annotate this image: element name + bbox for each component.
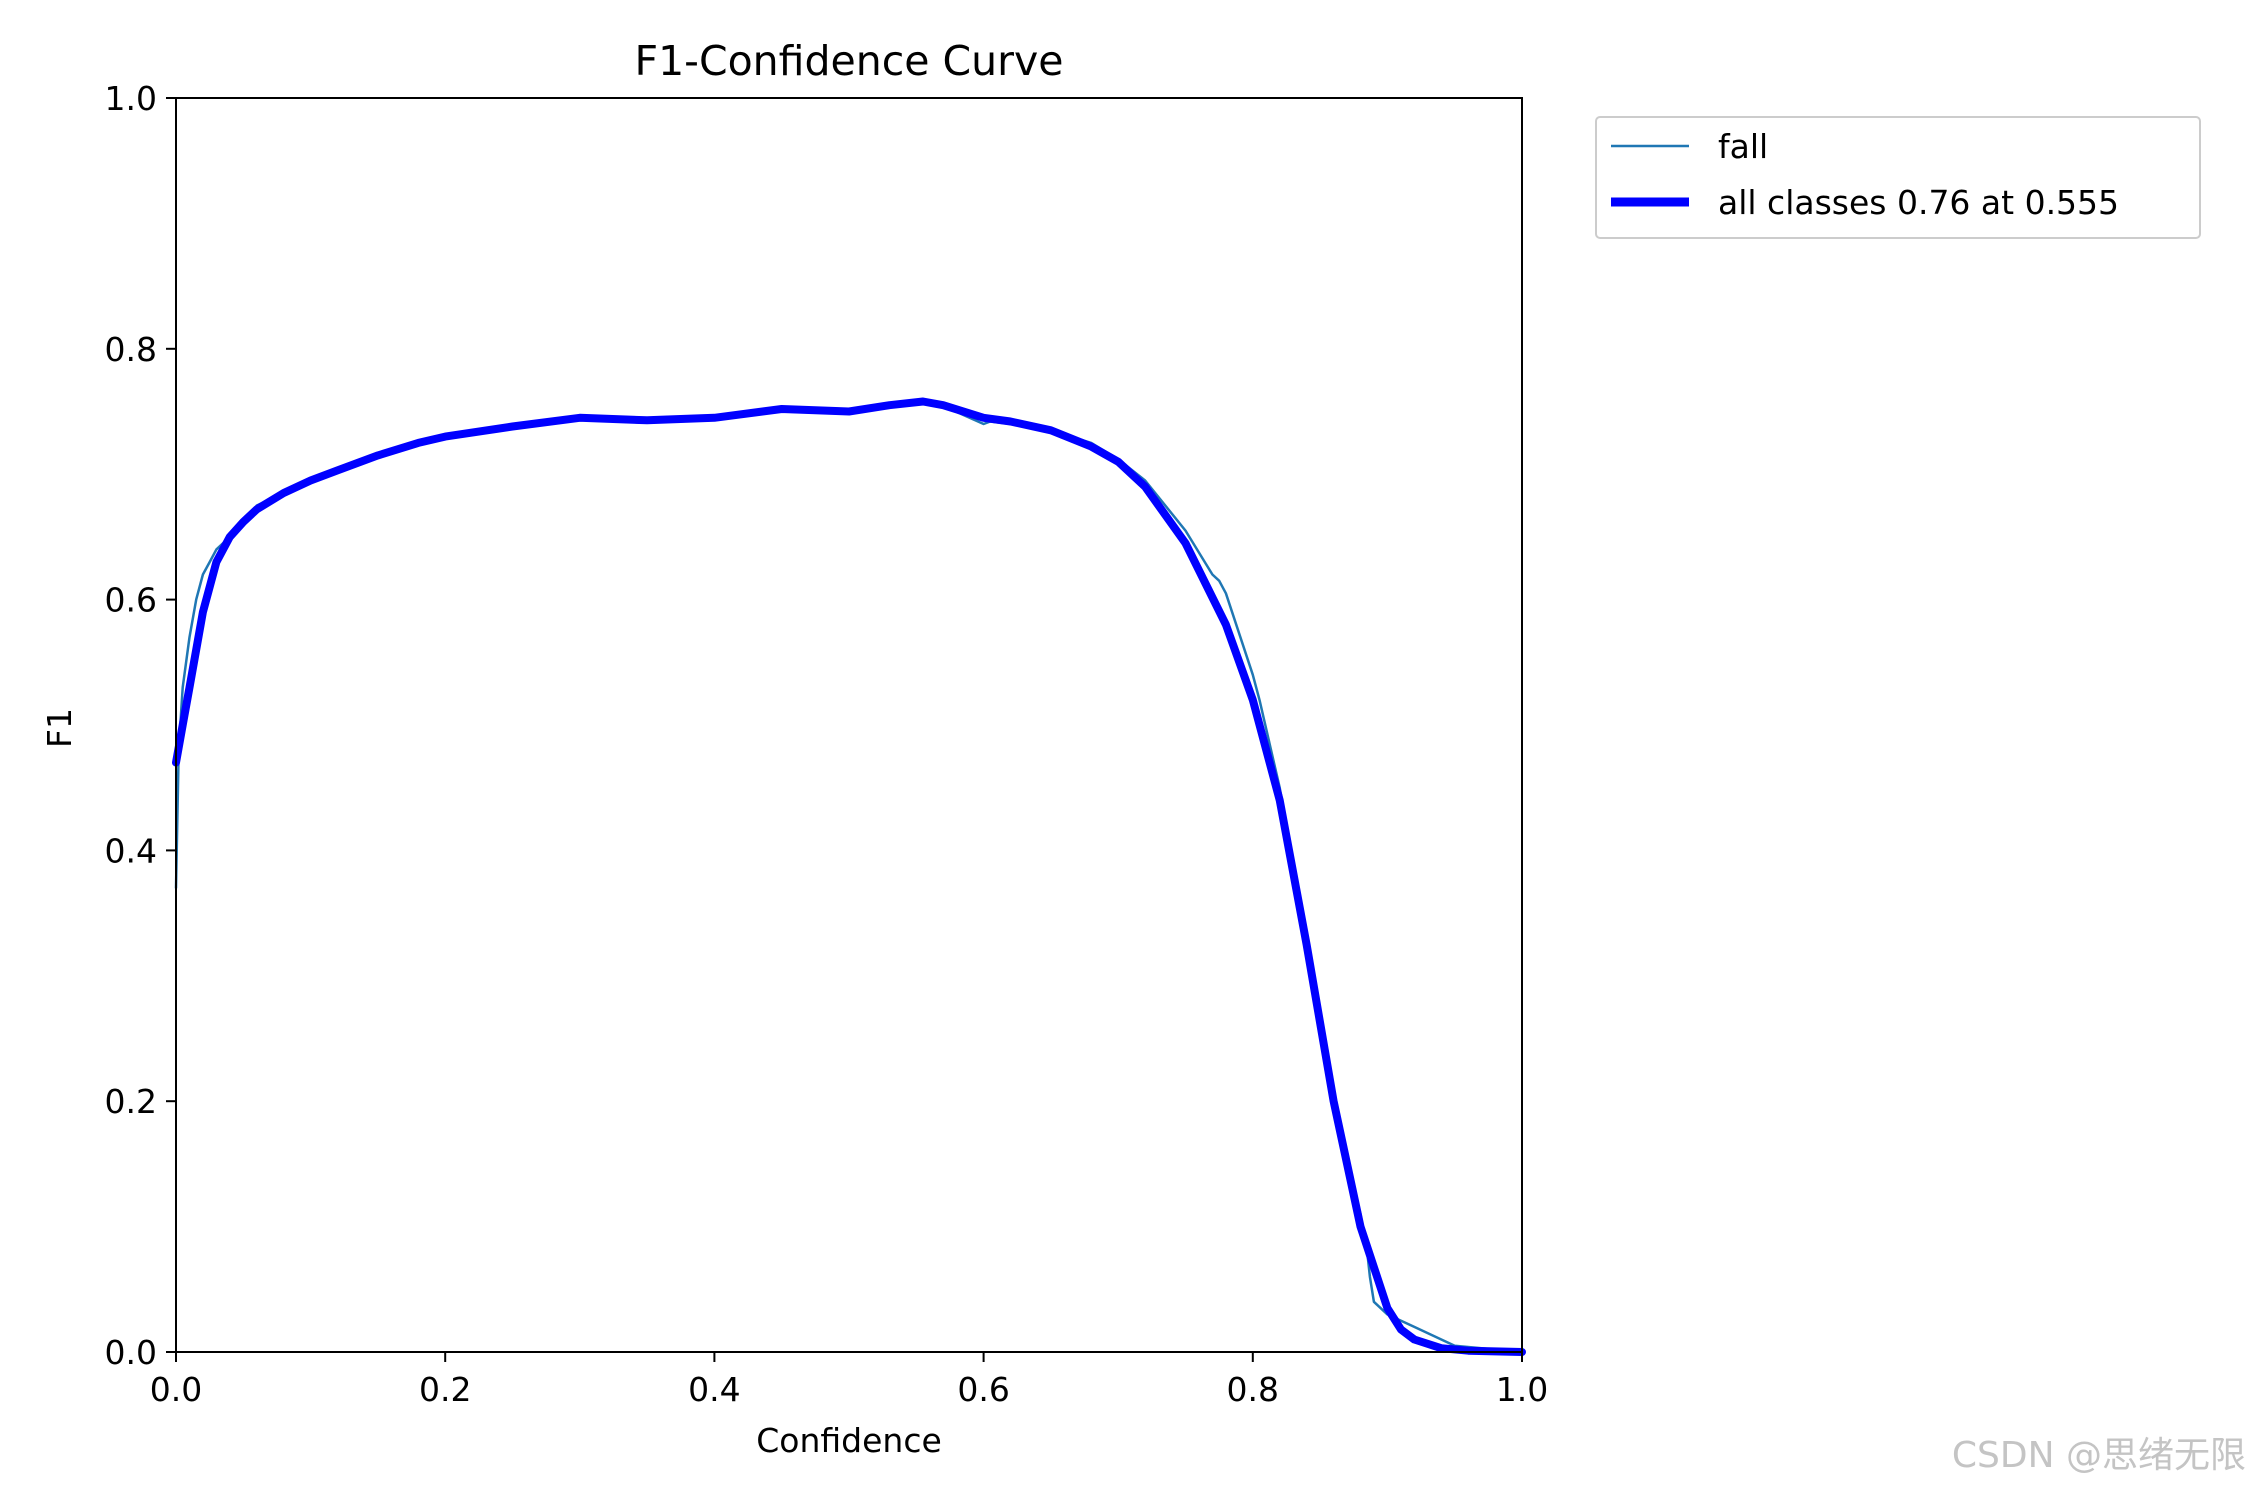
x-tick-label: 1.0 — [1496, 1370, 1548, 1409]
legend-label-all-classes: all classes 0.76 at 0.555 — [1718, 183, 2119, 222]
legend-box — [1595, 116, 2201, 239]
watermark: CSDN @思绪无限 — [1951, 1435, 2246, 1476]
x-axis-label: Confidence — [756, 1421, 942, 1460]
x-tick-label: 0.8 — [1227, 1370, 1279, 1409]
x-tick-label: 0.6 — [957, 1370, 1009, 1409]
series-layer — [172, 397, 1526, 1356]
y-axis-ticks: 0.0 0.2 0.4 0.6 0.8 1.0 — [105, 79, 176, 1372]
y-axis-label: F1 — [40, 708, 79, 748]
y-tick-label: 0.4 — [105, 831, 157, 870]
plot-frame — [175, 97, 1523, 1353]
y-tick-label: 0.2 — [105, 1082, 157, 1121]
x-tick-label: 0.0 — [150, 1370, 202, 1409]
x-axis-ticks: 0.0 0.2 0.4 0.6 0.8 1.0 — [150, 1352, 1548, 1409]
x-tick-label: 0.2 — [419, 1370, 471, 1409]
legend-label-fall: fall — [1718, 127, 1768, 166]
y-tick-label: 1.0 — [105, 79, 157, 118]
y-tick-label: 0.8 — [105, 330, 157, 369]
y-tick-label: 0.6 — [105, 581, 157, 620]
chart-title: F1-Confidence Curve — [635, 37, 1064, 85]
y-tick-label: 0.0 — [105, 1333, 157, 1372]
legend: fall all classes 0.76 at 0.555 — [1595, 116, 2201, 239]
x-tick-label: 0.4 — [688, 1370, 740, 1409]
series-line-all-classes — [172, 397, 1526, 1356]
